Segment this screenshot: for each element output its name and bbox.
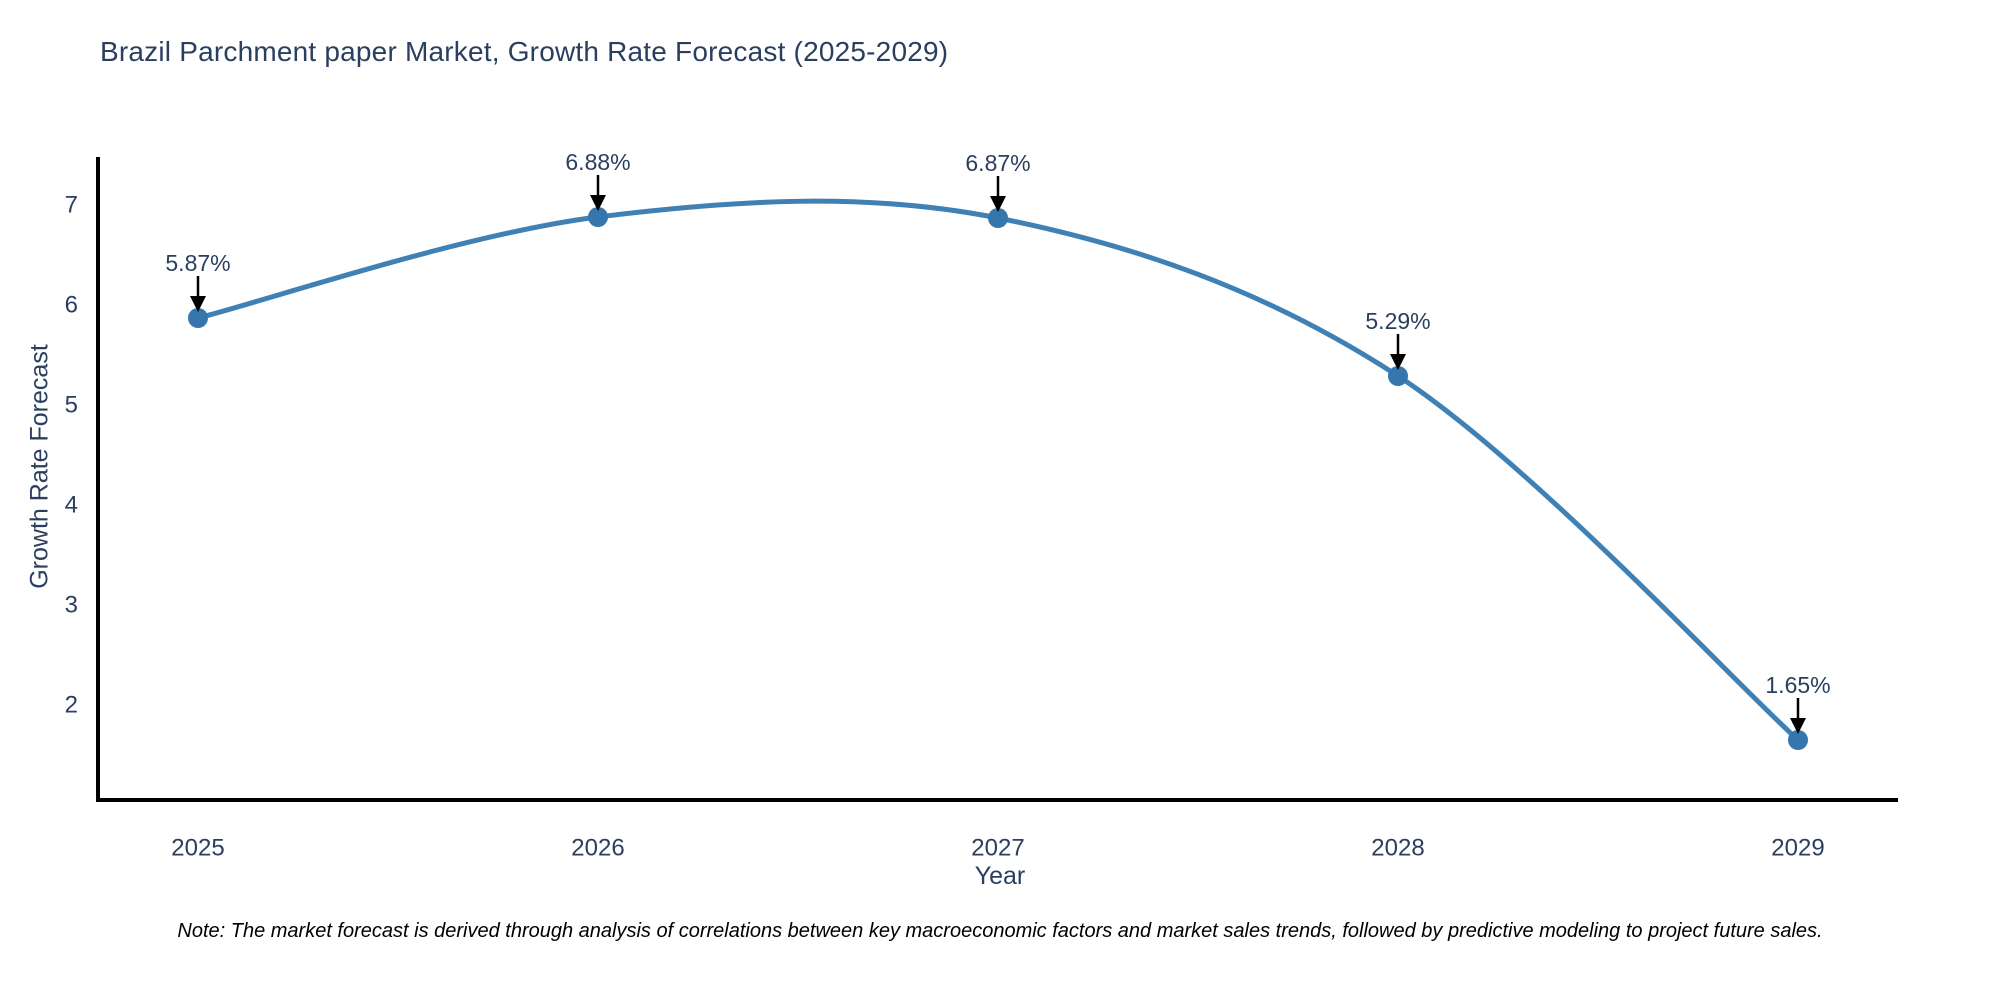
chart-title: Brazil Parchment paper Market, Growth Ra…: [100, 36, 949, 67]
point-value-label: 6.87%: [965, 150, 1030, 176]
annotation-arrow-head: [1790, 718, 1806, 734]
annotation-arrow-head: [190, 296, 206, 312]
data-point-marker: [1788, 730, 1808, 750]
y-tick-label: 4: [65, 492, 78, 519]
x-tick-label: 2026: [571, 835, 624, 862]
annotation-arrow-head: [590, 195, 606, 211]
point-value-label: 1.65%: [1765, 672, 1830, 698]
x-tick-label: 2028: [1371, 835, 1424, 862]
point-value-label: 5.29%: [1365, 308, 1430, 334]
x-axis-title: Year: [974, 862, 1026, 890]
annotation-arrow-head: [990, 196, 1006, 212]
data-point-marker: [988, 208, 1008, 228]
x-tick-label: 2027: [971, 835, 1024, 862]
annotation-arrow-head: [1390, 354, 1406, 370]
data-point-marker: [188, 308, 208, 328]
data-point-marker: [588, 207, 608, 227]
y-tick-label: 7: [65, 192, 78, 219]
point-value-label: 6.88%: [565, 149, 630, 175]
point-value-label: 5.87%: [165, 250, 230, 276]
y-tick-label: 3: [65, 592, 78, 619]
chart-footnote: Note: The market forecast is derived thr…: [177, 920, 1823, 942]
x-tick-label: 2029: [1771, 835, 1824, 862]
forecast-spline-line: [195, 198, 1801, 743]
y-tick-label: 2: [65, 692, 78, 719]
data-point-marker: [1388, 366, 1408, 386]
x-tick-label: 2025: [171, 835, 224, 862]
y-tick-label: 6: [65, 292, 78, 319]
y-tick-label: 5: [65, 392, 78, 419]
